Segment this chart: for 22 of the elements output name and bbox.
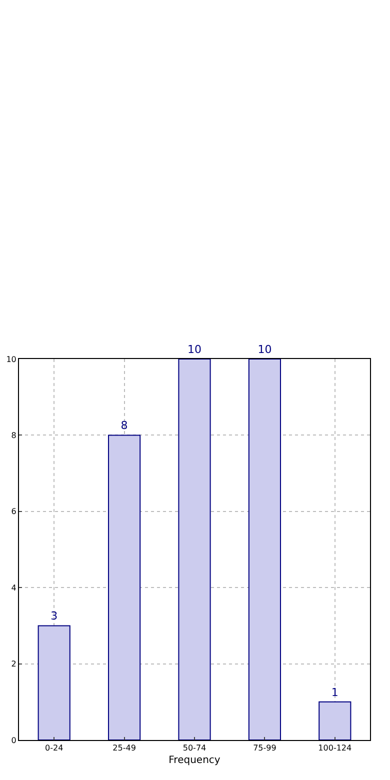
bar: [248, 359, 281, 740]
y-tick-label: 2: [11, 660, 16, 669]
data-label: 8: [120, 419, 128, 432]
x-tick-label: 100-124: [318, 744, 352, 753]
data-label: 3: [50, 610, 58, 623]
y-tick-label: 10: [6, 354, 16, 364]
x-tick-label: 0-24: [45, 744, 64, 753]
bar: [38, 625, 70, 740]
y-tick-label: 8: [11, 431, 16, 440]
y-tick-label: 0: [11, 736, 16, 745]
data-label: 1: [331, 686, 338, 699]
bar: [108, 434, 141, 740]
y-tick-label: 4: [11, 583, 16, 592]
x-tick-label: 25-49: [112, 744, 136, 753]
x-axis-title: Frequency: [168, 755, 220, 766]
data-label: 10: [188, 343, 202, 356]
data-label: 10: [258, 343, 272, 356]
x-tick-label: 75-99: [253, 744, 276, 753]
y-tick-label: 6: [11, 507, 16, 516]
bar: [178, 359, 211, 740]
x-tick-label: 50-74: [182, 744, 206, 753]
bar: [318, 701, 352, 740]
